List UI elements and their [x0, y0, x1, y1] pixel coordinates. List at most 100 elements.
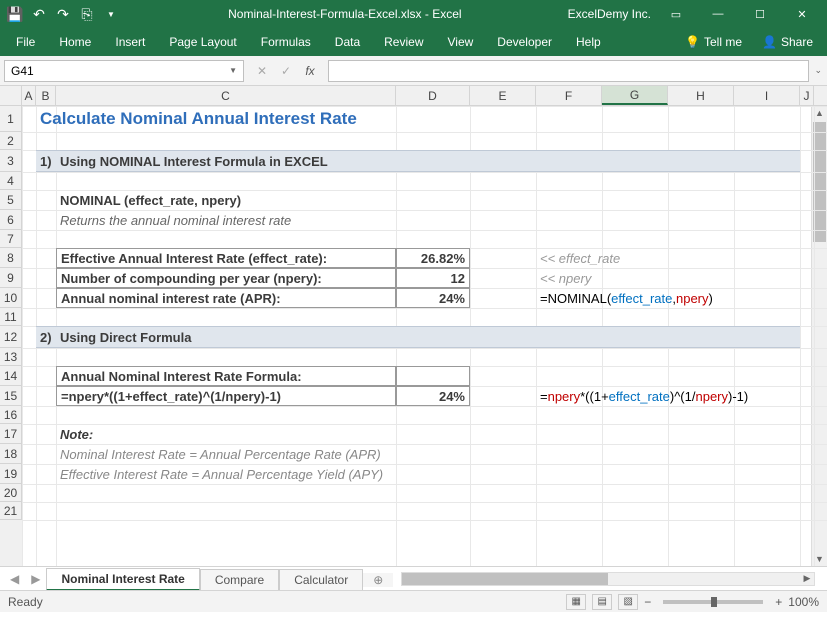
sheet-tab-nominal[interactable]: Nominal Interest Rate: [46, 568, 199, 590]
col-header-F[interactable]: F: [536, 86, 602, 105]
col-header-D[interactable]: D: [396, 86, 470, 105]
share-icon: 👤: [762, 35, 777, 49]
name-box-dropdown-icon[interactable]: ▼: [229, 66, 237, 75]
tab-view[interactable]: View: [438, 30, 484, 54]
share-button[interactable]: 👤 Share: [754, 35, 821, 49]
row-header-18[interactable]: 18: [0, 444, 22, 464]
row-header-1[interactable]: 1: [0, 106, 22, 132]
col-header-I[interactable]: I: [734, 86, 800, 105]
row-header-2[interactable]: 2: [0, 132, 22, 150]
zoom-level: 100%: [788, 595, 819, 609]
section2-title: Using Direct Formula: [56, 326, 800, 348]
section1-title: Using NOMINAL Interest Formula in EXCEL: [56, 150, 800, 172]
tell-me[interactable]: 💡 Tell me: [677, 35, 750, 49]
tab-help[interactable]: Help: [566, 30, 611, 54]
name-box-value: G41: [11, 64, 34, 78]
row-header-5[interactable]: 5: [0, 190, 22, 210]
row-header-10[interactable]: 10: [0, 288, 22, 308]
zoom-out-icon[interactable]: −: [644, 595, 651, 609]
row-header-6[interactable]: 6: [0, 210, 22, 230]
sheet-nav-next-icon[interactable]: ▶: [25, 572, 46, 586]
row-header-8[interactable]: 8: [0, 248, 22, 268]
section1-num: 1): [36, 150, 56, 172]
col-header-J[interactable]: J: [800, 86, 814, 105]
sheet-tabs-bar: ◀ ▶ Nominal Interest Rate Compare Calcul…: [0, 566, 827, 590]
close-icon[interactable]: ✕: [785, 2, 819, 26]
row-header-11[interactable]: 11: [0, 308, 22, 326]
zoom-slider[interactable]: [663, 600, 763, 604]
ribbon-options-icon[interactable]: ▭: [659, 2, 693, 26]
column-headers: ABCDEFGHIJ: [0, 86, 827, 106]
save-icon[interactable]: 💾: [4, 3, 26, 25]
cells-canvas[interactable]: ▲ ▼ Calculate Nominal Annual Interest Ra…: [22, 106, 827, 566]
row-header-7[interactable]: 7: [0, 230, 22, 248]
enter-icon[interactable]: ✓: [276, 64, 296, 78]
tab-formulas[interactable]: Formulas: [251, 30, 321, 54]
formula-bar-input[interactable]: ⌄: [328, 60, 809, 82]
zoom-knob[interactable]: [711, 597, 717, 607]
row-header-15[interactable]: 15: [0, 386, 22, 406]
fx-icon[interactable]: fx: [300, 64, 320, 78]
row10-formula: =NOMINAL(effect_rate, npery): [536, 288, 800, 308]
redo-icon[interactable]: ↷: [52, 3, 74, 25]
row-header-3[interactable]: 3: [0, 150, 22, 172]
undo-icon[interactable]: ↶: [28, 3, 50, 25]
tab-home[interactable]: Home: [49, 30, 101, 54]
titlebar: 💾 ↶ ↷ ⎘ ▼ Nominal-Interest-Formula-Excel…: [0, 0, 827, 28]
new-sheet-icon[interactable]: ⊕: [363, 573, 393, 587]
section2-num: 2): [36, 326, 56, 348]
tab-file[interactable]: File: [6, 30, 45, 54]
row-header-12[interactable]: 12: [0, 326, 22, 348]
col-header-B[interactable]: B: [36, 86, 56, 105]
row-header-4[interactable]: 4: [0, 172, 22, 190]
cancel-icon[interactable]: ✕: [252, 64, 272, 78]
hscroll-thumb[interactable]: [402, 573, 608, 585]
col-header-A[interactable]: A: [22, 86, 36, 105]
col-header-C[interactable]: C: [56, 86, 396, 105]
row-headers: 123456789101112131415161718192021: [0, 106, 22, 566]
tab-insert[interactable]: Insert: [105, 30, 155, 54]
page-break-view-icon[interactable]: ▧: [618, 594, 638, 610]
grid-area: ABCDEFGHIJ 12345678910111213141516171819…: [0, 86, 827, 590]
app-name: Excel: [432, 7, 461, 21]
sheet-tab-calculator[interactable]: Calculator: [279, 569, 363, 590]
row9-hint: << npery: [536, 268, 800, 288]
row-header-19[interactable]: 19: [0, 464, 22, 484]
horizontal-scrollbar[interactable]: ◀ ▶: [401, 572, 815, 586]
row-header-14[interactable]: 14: [0, 366, 22, 386]
row-header-16[interactable]: 16: [0, 406, 22, 424]
col-header-E[interactable]: E: [470, 86, 536, 105]
col-header-H[interactable]: H: [668, 86, 734, 105]
row8-value: 26.82%: [396, 248, 470, 268]
tab-page-layout[interactable]: Page Layout: [159, 30, 246, 54]
qat-dropdown-icon[interactable]: ▼: [100, 3, 122, 25]
row-header-17[interactable]: 17: [0, 424, 22, 444]
maximize-icon[interactable]: ☐: [743, 2, 777, 26]
row9-label: Number of compounding per year (npery):: [56, 268, 396, 288]
tab-review[interactable]: Review: [374, 30, 433, 54]
name-box[interactable]: G41 ▼: [4, 60, 244, 82]
nominal-signature: NOMINAL (effect_rate, npery): [56, 190, 800, 210]
formula-bar-buttons: ✕ ✓ fx: [252, 64, 320, 78]
normal-view-icon[interactable]: ▦: [566, 594, 586, 610]
tell-me-label: Tell me: [704, 35, 742, 49]
page-title: Calculate Nominal Annual Interest Rate: [36, 106, 800, 132]
row15-value: 24%: [396, 386, 470, 406]
zoom-in-icon[interactable]: +: [775, 595, 782, 609]
select-all-triangle[interactable]: [0, 86, 22, 105]
col-header-G[interactable]: G: [602, 86, 668, 105]
touch-mode-icon[interactable]: ⎘: [76, 3, 98, 25]
row-header-13[interactable]: 13: [0, 348, 22, 366]
sheet-nav-prev-icon[interactable]: ◀: [4, 572, 25, 586]
sheet-tab-compare[interactable]: Compare: [200, 569, 279, 590]
row-header-21[interactable]: 21: [0, 502, 22, 520]
minimize-icon[interactable]: —: [701, 2, 735, 26]
scroll-right-icon[interactable]: ▶: [800, 573, 814, 585]
row-header-9[interactable]: 9: [0, 268, 22, 288]
page-layout-view-icon[interactable]: ▤: [592, 594, 612, 610]
formula-bar-expand-icon[interactable]: ⌄: [814, 65, 822, 76]
row-header-20[interactable]: 20: [0, 484, 22, 502]
tab-data[interactable]: Data: [325, 30, 370, 54]
row14-label: Annual Nominal Interest Rate Formula:: [56, 366, 396, 386]
tab-developer[interactable]: Developer: [487, 30, 562, 54]
